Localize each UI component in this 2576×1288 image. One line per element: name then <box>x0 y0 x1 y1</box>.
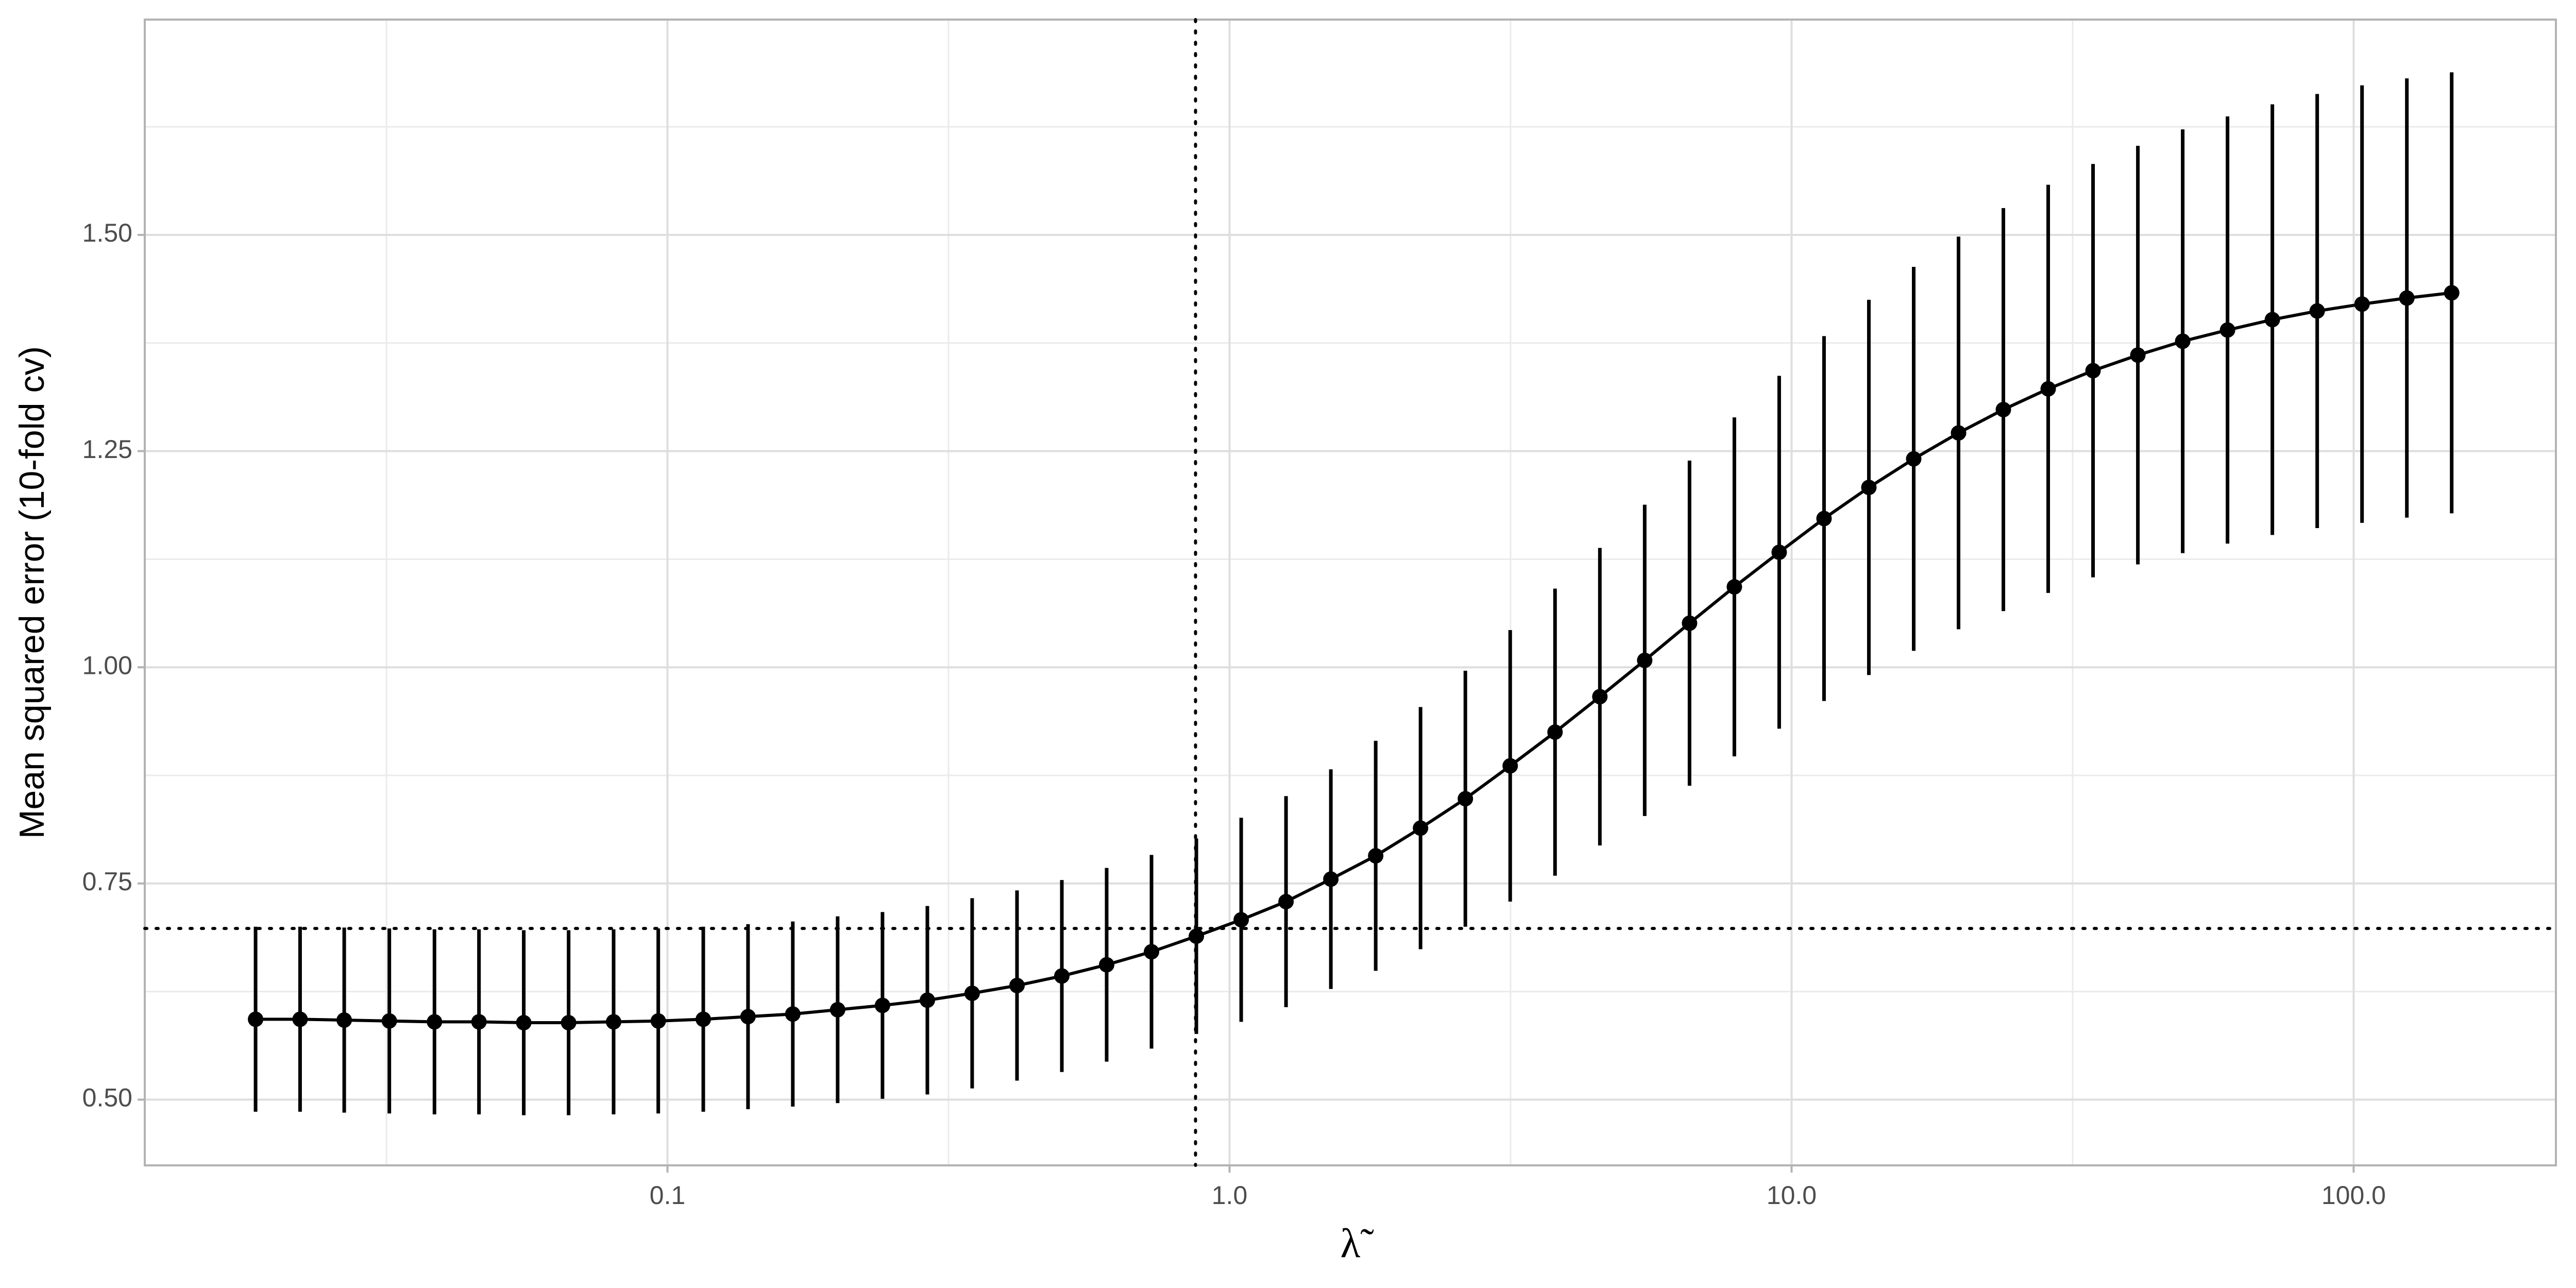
point <box>1368 848 1384 864</box>
x-tick-label: 10.0 <box>1767 1181 1817 1210</box>
panel-border <box>144 19 2557 1166</box>
point <box>516 1015 532 1031</box>
point <box>336 1012 352 1028</box>
point <box>785 1006 801 1022</box>
y-tick-label: 0.50 <box>82 1083 132 1112</box>
point <box>427 1014 443 1030</box>
point <box>1413 820 1429 836</box>
point <box>1951 425 1967 441</box>
y-tick-label: 1.50 <box>82 218 132 247</box>
y-tick-label: 1.25 <box>82 435 132 464</box>
point <box>1054 968 1070 984</box>
point <box>1726 579 1742 595</box>
point <box>292 1011 308 1027</box>
x-tick-label: 0.1 <box>650 1181 686 1210</box>
point <box>1144 944 1160 960</box>
point <box>1771 544 1787 560</box>
point <box>1278 894 1294 910</box>
point <box>1458 791 1473 807</box>
point <box>2309 303 2325 319</box>
point <box>381 1013 397 1029</box>
point <box>1995 401 2011 417</box>
x-tick-label: 100.0 <box>2321 1181 2386 1210</box>
point <box>1906 451 1922 467</box>
point <box>1592 689 1608 705</box>
y-axis-title: Mean squared error (10-fold cv) <box>12 346 52 839</box>
point <box>561 1015 577 1031</box>
point <box>2354 296 2370 312</box>
point <box>1547 724 1563 740</box>
point <box>1816 511 1832 527</box>
point <box>696 1011 711 1027</box>
point <box>740 1009 756 1025</box>
point <box>1099 957 1115 973</box>
point <box>1502 758 1518 774</box>
x-tick-label: 1.0 <box>1212 1181 1248 1210</box>
point <box>2399 290 2415 306</box>
point <box>650 1013 666 1029</box>
point <box>471 1014 487 1030</box>
point <box>1233 912 1249 928</box>
point <box>1323 871 1339 887</box>
point <box>2175 333 2191 349</box>
point <box>2219 322 2235 338</box>
point <box>964 985 980 1001</box>
point <box>2085 363 2101 379</box>
point <box>1682 615 1698 631</box>
point <box>829 1002 845 1018</box>
point <box>1009 977 1025 993</box>
point <box>2264 312 2280 328</box>
point <box>920 992 936 1008</box>
point <box>2040 381 2056 397</box>
point <box>874 997 890 1013</box>
point <box>1637 652 1653 668</box>
point <box>2444 285 2460 301</box>
y-tick-label: 0.75 <box>82 867 132 896</box>
point <box>606 1014 622 1030</box>
point <box>248 1011 264 1027</box>
y-tick-label: 1.00 <box>82 651 132 680</box>
point <box>2130 347 2146 363</box>
point <box>1861 480 1877 496</box>
point <box>1189 928 1205 944</box>
